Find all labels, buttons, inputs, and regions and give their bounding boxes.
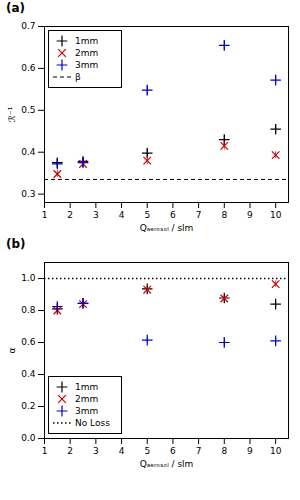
html-text:(b): (b) (6, 237, 26, 251)
html-text:(a): (a) (6, 1, 26, 15)
svg-text:3: 3 (93, 210, 99, 220)
svg-text:2mm: 2mm (75, 394, 98, 404)
svg-text:1: 1 (42, 446, 48, 456)
svg-text:9: 9 (247, 210, 253, 220)
svg-text:9: 9 (247, 446, 253, 456)
svg-text:1mm: 1mm (75, 36, 98, 46)
svg-text:6: 6 (170, 446, 176, 456)
svg-text:0.2: 0.2 (21, 401, 35, 411)
svg-text:0.4: 0.4 (21, 369, 36, 379)
svg-text:β: β (75, 72, 81, 82)
svg-text:2mm: 2mm (75, 48, 98, 58)
svg-text:α: α (7, 347, 17, 353)
svg-text:5: 5 (144, 210, 150, 220)
svg-text:5: 5 (144, 446, 150, 456)
svg-text:7: 7 (196, 446, 202, 456)
svg-text:0.6: 0.6 (21, 337, 36, 347)
svg-text:6: 6 (170, 210, 176, 220)
svg-text:Qₐₑᵣₒₛₒₗ / slm: Qₐₑᵣₒₛₒₗ / slm (140, 459, 194, 469)
svg-text:3: 3 (93, 446, 99, 456)
svg-text:3mm: 3mm (75, 406, 98, 416)
svg-text:0.5: 0.5 (21, 105, 35, 115)
svg-text:1: 1 (42, 210, 48, 220)
svg-text:0.8: 0.8 (21, 305, 36, 315)
svg-text:2: 2 (67, 446, 73, 456)
svg-text:0.4: 0.4 (21, 147, 36, 157)
svg-text:4: 4 (119, 210, 125, 220)
svg-text:ℛ⁻¹: ℛ⁻¹ (7, 106, 17, 122)
svg-text:0.0: 0.0 (21, 433, 36, 443)
svg-text:0.6: 0.6 (21, 63, 36, 73)
svg-text:0.3: 0.3 (21, 189, 35, 199)
svg-text:8: 8 (221, 446, 227, 456)
svg-text:4: 4 (119, 446, 125, 456)
svg-text:8: 8 (221, 210, 227, 220)
svg-text:Qₐₑᵣₒₛₒₗ / slm: Qₐₑᵣₒₛₒₗ / slm (140, 223, 194, 233)
svg-text:2: 2 (67, 210, 73, 220)
svg-text:1mm: 1mm (75, 382, 98, 392)
svg-text:7: 7 (196, 210, 202, 220)
svg-text:No Loss: No Loss (75, 418, 110, 428)
svg-text:10: 10 (270, 210, 282, 220)
svg-text:1.0: 1.0 (21, 273, 36, 283)
svg-text:0.7: 0.7 (21, 21, 35, 31)
svg-text:10: 10 (270, 446, 282, 456)
svg-text:3mm: 3mm (75, 60, 98, 70)
